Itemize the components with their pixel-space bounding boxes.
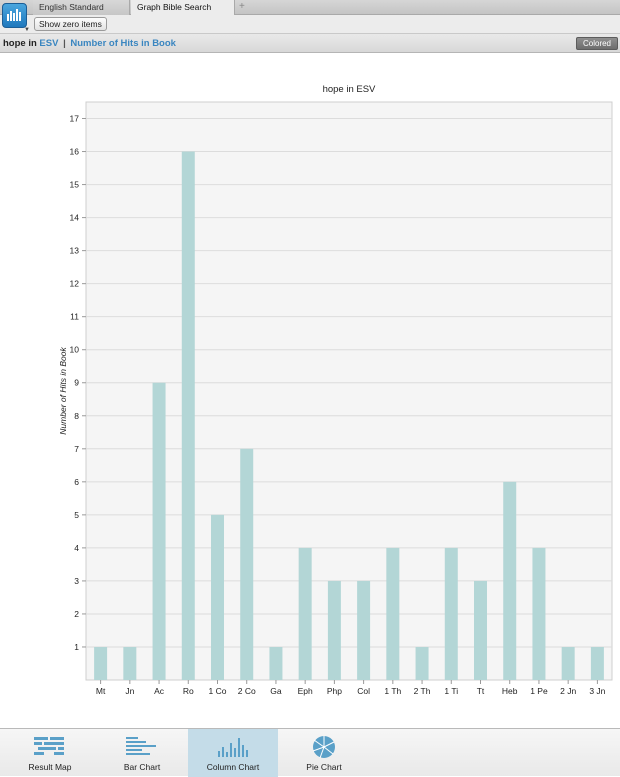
x-tick-label: Tt bbox=[477, 686, 485, 696]
nav-bar-chart[interactable]: Bar Chart bbox=[97, 729, 187, 777]
x-tick-label: 2 Co bbox=[238, 686, 256, 696]
bar-tt[interactable] bbox=[474, 580, 487, 680]
chart-title: hope in ESV bbox=[323, 84, 376, 95]
bar-jn[interactable] bbox=[123, 646, 137, 680]
x-tick-label: Jn bbox=[125, 686, 134, 696]
bar-mt[interactable] bbox=[94, 646, 108, 680]
column-chart: hope in ESV 1 2 3 4 5 6 7 8 9 10 11 12 13 14 15 16 17 Mt… bbox=[0, 54, 620, 714]
y-tick-label: 15 bbox=[70, 180, 80, 190]
chevron-down-icon[interactable]: ▼ bbox=[24, 27, 30, 33]
bar-2-th[interactable] bbox=[415, 646, 429, 680]
x-tick-label: 1 Pe bbox=[530, 686, 548, 696]
graph-app-icon[interactable] bbox=[2, 3, 27, 28]
bar-1-pe[interactable] bbox=[532, 547, 546, 680]
y-tick-label: 14 bbox=[70, 213, 80, 223]
y-tick-label: 12 bbox=[70, 279, 80, 289]
nav-label: Bar Chart bbox=[123, 762, 161, 772]
y-tick-label: 13 bbox=[70, 246, 80, 256]
bar-3-jn[interactable] bbox=[590, 646, 604, 680]
tab-english-standard-version[interactable]: English Standard Version bbox=[33, 0, 130, 26]
y-tick-label: 5 bbox=[74, 510, 79, 520]
y-tick-label: 6 bbox=[74, 477, 79, 487]
x-tick-label: 1 Th bbox=[384, 686, 401, 696]
nav-label: Result Map bbox=[28, 762, 72, 772]
y-tick-label: 16 bbox=[70, 147, 80, 157]
nav-result-map[interactable]: Result Map bbox=[5, 729, 95, 777]
show-zero-items-button[interactable]: Show zero items bbox=[34, 17, 107, 31]
query-text: hope in bbox=[3, 38, 37, 49]
search-title-bar: hope in ESV | Number of Hits in Book Col… bbox=[0, 34, 620, 53]
bar-1-th[interactable] bbox=[386, 547, 400, 680]
bar-1-co[interactable] bbox=[211, 514, 224, 680]
y-tick-label: 8 bbox=[74, 411, 79, 421]
x-tick-label: Col bbox=[357, 686, 370, 696]
nav-pie-chart[interactable]: Pie Chart bbox=[279, 729, 369, 777]
y-tick-label: 9 bbox=[74, 378, 79, 388]
bar-heb[interactable] bbox=[503, 481, 517, 680]
result-map-icon bbox=[34, 737, 64, 755]
y-tick-label: 7 bbox=[74, 444, 79, 454]
bar-2-jn[interactable] bbox=[561, 646, 575, 680]
bar-chart-icon bbox=[126, 737, 156, 755]
column-chart-icon bbox=[218, 738, 248, 757]
y-tick-label: 2 bbox=[74, 609, 79, 619]
bar-eph[interactable] bbox=[298, 547, 312, 680]
version-link[interactable]: ESV bbox=[39, 38, 59, 49]
x-tick-label: Eph bbox=[298, 686, 313, 696]
bar-col[interactable] bbox=[357, 580, 371, 680]
x-tick-label: Php bbox=[327, 686, 342, 696]
x-tick-label: Heb bbox=[502, 686, 518, 696]
x-tick-label: Mt bbox=[96, 686, 106, 696]
add-tab-button[interactable]: + bbox=[239, 1, 245, 12]
x-tick-label: Ro bbox=[183, 686, 194, 696]
bar-ga[interactable] bbox=[269, 646, 283, 680]
nav-label: Column Chart bbox=[206, 762, 260, 772]
x-tick-label: 2 Jn bbox=[560, 686, 576, 696]
x-tick-label: 2 Th bbox=[414, 686, 431, 696]
nav-column-chart[interactable]: Column Chart bbox=[188, 729, 278, 777]
tab-bar: English Standard Version Graph Bible Sea… bbox=[0, 0, 620, 26]
column-chart-icon bbox=[7, 9, 21, 21]
bar-1-ti[interactable] bbox=[444, 547, 458, 680]
y-tick-label: 11 bbox=[70, 312, 79, 322]
nav-label: Pie Chart bbox=[306, 762, 342, 772]
bottom-nav: Result Map Bar Chart Column Chart bbox=[0, 728, 620, 777]
bar-2-co[interactable] bbox=[240, 448, 254, 680]
toolbar: Show zero items bbox=[0, 15, 620, 34]
x-tick-label: 3 Jn bbox=[589, 686, 605, 696]
bar-php[interactable] bbox=[327, 580, 341, 680]
pie-chart-icon bbox=[312, 736, 335, 759]
x-tick-label: Ga bbox=[270, 686, 282, 696]
metric-link[interactable]: Number of Hits in Book bbox=[70, 38, 176, 49]
breadcrumb: hope in ESV | Number of Hits in Book bbox=[3, 38, 176, 49]
x-tick-label: 1 Co bbox=[209, 686, 227, 696]
bar-ac[interactable] bbox=[152, 382, 166, 680]
plot-area bbox=[85, 101, 613, 681]
tab-graph-bible-search-results[interactable]: Graph Bible Search Results bbox=[131, 0, 235, 26]
separator: | bbox=[63, 38, 66, 49]
x-tick-label: Ac bbox=[154, 686, 165, 696]
y-tick-label: 1 bbox=[74, 642, 79, 652]
bar-ro[interactable] bbox=[181, 151, 195, 680]
y-axis-label: Number of Hits in Book bbox=[58, 347, 68, 435]
y-tick-label: 10 bbox=[70, 345, 80, 355]
y-tick-label: 3 bbox=[74, 576, 79, 586]
x-tick-label: 1 Ti bbox=[444, 686, 458, 696]
colored-toggle-button[interactable]: Colored bbox=[575, 37, 618, 50]
y-tick-label: 4 bbox=[74, 543, 79, 553]
y-tick-label: 17 bbox=[70, 114, 80, 124]
